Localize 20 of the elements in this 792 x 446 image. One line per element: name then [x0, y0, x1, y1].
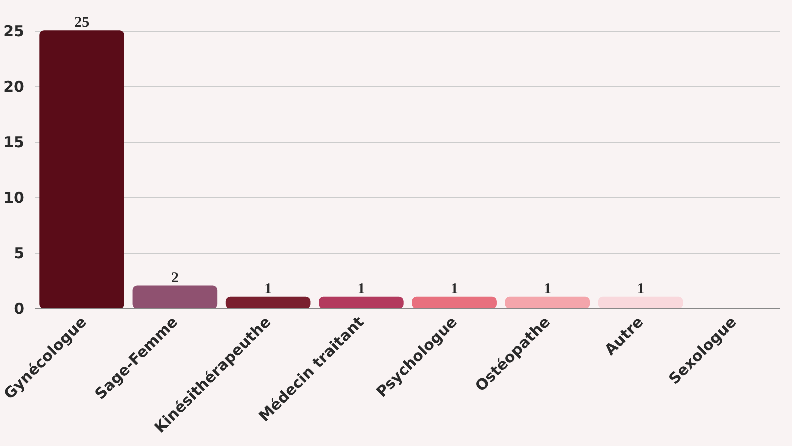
data-label: 1 — [544, 281, 552, 298]
y-tick-label: 20 — [4, 78, 24, 96]
data-label: 2 — [171, 270, 179, 286]
data-label: 25 — [74, 15, 90, 32]
data-label: 1 — [264, 281, 272, 298]
y-tick-label: 25 — [4, 22, 24, 41]
data-label: 1 — [358, 281, 366, 298]
bar — [598, 296, 684, 308]
bar — [319, 296, 404, 308]
bar — [226, 296, 311, 308]
y-tick-label: 15 — [4, 134, 24, 152]
bar — [40, 30, 124, 308]
bar — [132, 286, 218, 308]
y-tick-label: 5 — [14, 244, 24, 263]
y-tick-label: 0 — [14, 300, 24, 318]
bar — [505, 296, 590, 308]
bar — [412, 296, 497, 308]
y-tick-label: 10 — [4, 189, 24, 208]
data-label: 1 — [450, 281, 458, 298]
data-label: 1 — [637, 281, 645, 298]
